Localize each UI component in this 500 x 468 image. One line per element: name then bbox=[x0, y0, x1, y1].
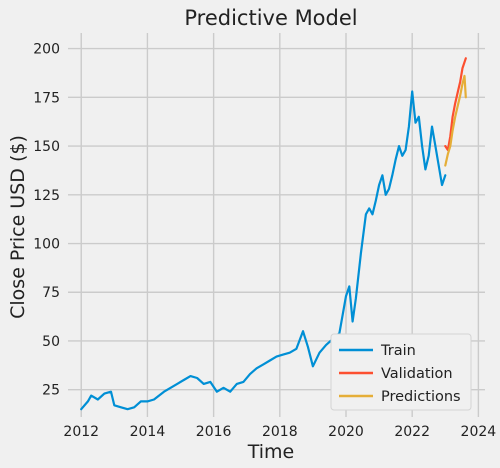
y-tick-label: 100 bbox=[33, 237, 60, 253]
x-tick-label: 2018 bbox=[262, 424, 298, 440]
legend: Train Validation Predictions bbox=[330, 333, 472, 411]
series-line-validation bbox=[444, 57, 467, 152]
legend-label-predictions: Predictions bbox=[381, 389, 461, 405]
y-tick-label: 125 bbox=[33, 188, 60, 204]
x-tick-label: 2020 bbox=[328, 424, 364, 440]
x-tick-label: 2016 bbox=[196, 424, 232, 440]
series-line-train bbox=[80, 90, 447, 411]
y-tick-label: 200 bbox=[33, 42, 60, 58]
legend-label-train: Train bbox=[380, 343, 416, 359]
y-tick-label: 175 bbox=[33, 90, 60, 106]
y-tick-label: 75 bbox=[42, 285, 60, 301]
tick-label-layer: 2012 2014 2016 2018 2020 2022 2024 25 50 75 100 125… bbox=[33, 42, 496, 440]
y-tick-label: 50 bbox=[42, 334, 60, 350]
x-tick-label: 2014 bbox=[130, 424, 166, 440]
chart-title: Predictive Model bbox=[184, 6, 357, 30]
legend-label-validation: Validation bbox=[381, 366, 453, 382]
legend-box bbox=[330, 333, 472, 411]
series-layer bbox=[80, 57, 467, 411]
x-tick-label: 2022 bbox=[394, 424, 430, 440]
series-line-predictions bbox=[444, 74, 467, 167]
x-tick-label: 2012 bbox=[63, 424, 99, 440]
y-tick-label: 150 bbox=[33, 139, 60, 155]
y-axis-title: Close Price USD ($) bbox=[7, 135, 29, 319]
x-tick-label: 2024 bbox=[461, 424, 497, 440]
x-axis-title: Time bbox=[247, 441, 295, 463]
y-tick-label: 25 bbox=[42, 383, 60, 399]
